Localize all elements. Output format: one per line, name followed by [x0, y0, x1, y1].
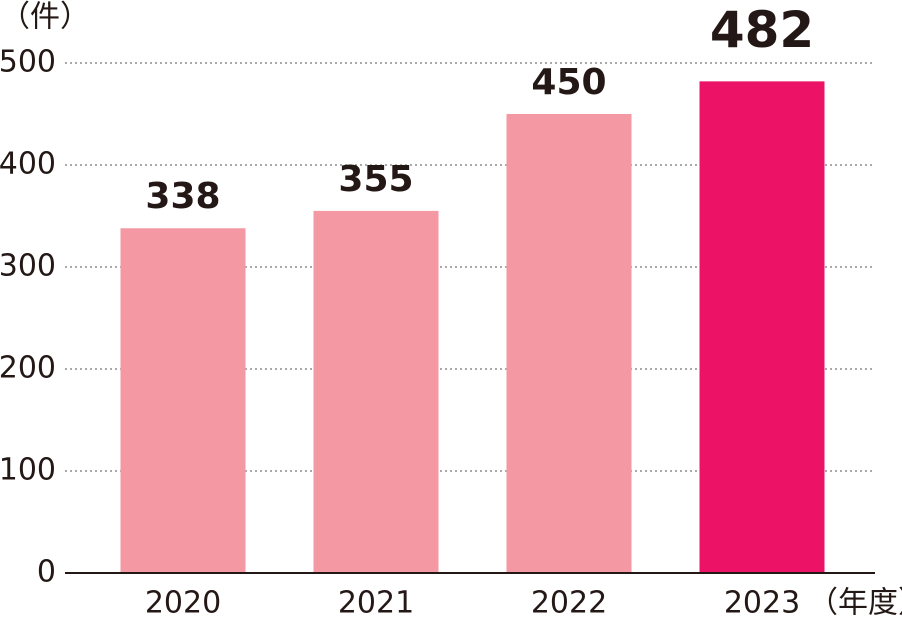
x-tick-label: 2020	[145, 586, 221, 619]
x-tick-label: 2023	[724, 586, 800, 619]
y-tick-label: 300	[0, 249, 56, 284]
x-tick-label: 2021	[338, 586, 414, 619]
bar	[699, 81, 825, 574]
y-tick-label: 200	[0, 351, 56, 386]
y-tick-label: 400	[0, 147, 56, 182]
x-unit: （年度）	[808, 586, 902, 619]
value-label: 482	[710, 1, 814, 59]
y-tick-label: 500	[0, 45, 56, 80]
y-tick-label: 0	[37, 555, 56, 590]
value-label: 355	[338, 159, 413, 200]
x-tick-label: 2022	[531, 586, 607, 619]
bar	[506, 114, 632, 573]
y-unit: （件）	[0, 0, 90, 35]
bar	[313, 210, 439, 573]
value-label: 338	[145, 176, 220, 217]
bar	[120, 228, 246, 574]
value-label: 450	[531, 62, 606, 103]
y-tick-label: 100	[0, 453, 56, 488]
